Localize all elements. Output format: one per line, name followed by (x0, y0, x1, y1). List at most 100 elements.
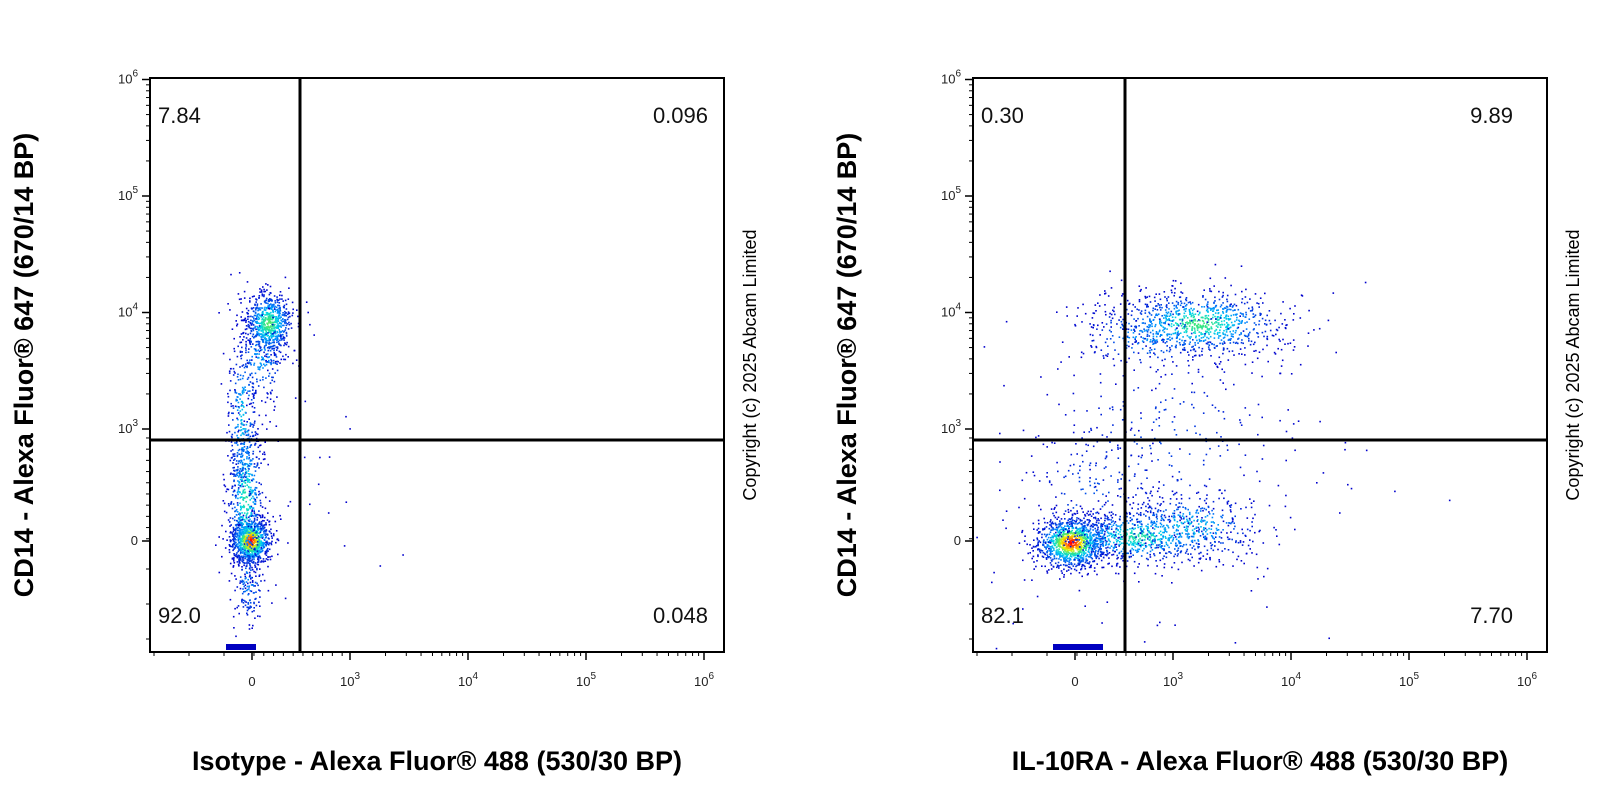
scatter-point (247, 503, 250, 506)
scatter-point (1141, 533, 1143, 536)
scatter-point (1162, 510, 1165, 513)
scatter-point (239, 582, 241, 584)
scatter-point (279, 330, 281, 333)
scatter-point (245, 451, 247, 454)
scatter-point (1176, 524, 1178, 526)
scatter-point (1067, 536, 1069, 538)
scatter-point (1082, 532, 1085, 535)
scatter-point (227, 303, 229, 305)
scatter-point (248, 394, 250, 397)
scatter-point (1071, 534, 1073, 537)
scatter-point (1059, 542, 1061, 545)
scatter-point (1086, 553, 1089, 556)
scatter-point (1112, 524, 1115, 526)
scatter-point (240, 419, 243, 421)
scatter-point (1230, 504, 1233, 506)
scatter-point (1051, 545, 1054, 547)
scatter-point (218, 536, 220, 538)
scatter-point (245, 319, 247, 322)
scatter-point (1164, 528, 1167, 531)
scatter-point (255, 456, 258, 458)
scatter-point (235, 578, 237, 580)
scatter-point (247, 339, 249, 341)
scatter-point (1108, 539, 1110, 542)
scatter-point (1095, 536, 1098, 539)
scatter-point (234, 372, 236, 374)
scatter-point (241, 468, 244, 471)
scatter-point (1059, 523, 1062, 526)
scatter-point (1079, 548, 1081, 550)
scatter-point (1097, 537, 1099, 540)
scatter-point (1235, 319, 1238, 321)
scatter-point (237, 504, 239, 506)
scatter-point (1110, 519, 1112, 521)
scatter-point (245, 328, 248, 330)
x-tick-label: 103 (340, 671, 360, 689)
scatter-point (252, 537, 254, 539)
scatter-point (266, 307, 268, 309)
scatter-point (264, 458, 266, 460)
scatter-point (265, 496, 267, 499)
scatter-point (271, 316, 273, 319)
scatter-point (238, 429, 240, 432)
scatter-point (1185, 527, 1188, 529)
scatter-point (243, 366, 246, 369)
scatter-point (1218, 497, 1220, 500)
scatter-point (1213, 337, 1216, 339)
scatter-point (1083, 564, 1085, 567)
scatter-point (249, 359, 251, 361)
scatter-point (1055, 541, 1057, 543)
scatter-point (285, 303, 288, 306)
scatter-point (237, 538, 239, 540)
scatter-point (247, 509, 249, 511)
scatter-point (1083, 517, 1085, 520)
scatter-point (1054, 535, 1057, 538)
scatter-point (247, 485, 250, 488)
scatter-point (1187, 521, 1190, 523)
scatter-point (289, 315, 291, 318)
scatter-point (273, 347, 276, 350)
scatter-point (1169, 551, 1171, 553)
scatter-point (1069, 545, 1072, 548)
scatter-point (1063, 544, 1065, 547)
scatter-point (246, 447, 249, 449)
scatter-point (238, 548, 241, 550)
scatter-point (1108, 528, 1110, 530)
scatter-point (1222, 352, 1224, 355)
scatter-point (1031, 547, 1033, 549)
scatter-point (1059, 543, 1061, 546)
scatter-point (235, 508, 238, 511)
scatter-point (1106, 550, 1109, 553)
scatter-point (1082, 541, 1085, 544)
scatter-point (1161, 538, 1163, 540)
scatter-point (253, 570, 255, 573)
scatter-point (1150, 534, 1153, 536)
scatter-point (243, 540, 245, 543)
scatter-point (1138, 540, 1140, 543)
scatter-point (1128, 536, 1131, 539)
scatter-point (268, 346, 270, 348)
scatter-point (279, 332, 281, 334)
scatter-point (1087, 537, 1090, 539)
scatter-point (1038, 548, 1041, 551)
scatter-point (1050, 536, 1052, 539)
scatter-point (1237, 555, 1240, 558)
scatter-point (1046, 570, 1048, 572)
scatter-point (243, 518, 246, 521)
scatter-point (248, 458, 250, 460)
scatter-point (1252, 343, 1255, 346)
scatter-point (1079, 527, 1081, 530)
scatter-point (1066, 550, 1069, 553)
scatter-point (1070, 520, 1073, 523)
scatter-point (242, 536, 245, 538)
scatter-point (254, 534, 257, 536)
scatter-point (248, 543, 250, 546)
scatter-point (1062, 529, 1065, 532)
scatter-point (1209, 558, 1211, 561)
scatter-point (247, 608, 250, 610)
scatter-point (246, 484, 248, 486)
scatter-point (235, 524, 238, 527)
scatter-point (1178, 525, 1181, 527)
scatter-point (259, 544, 261, 547)
